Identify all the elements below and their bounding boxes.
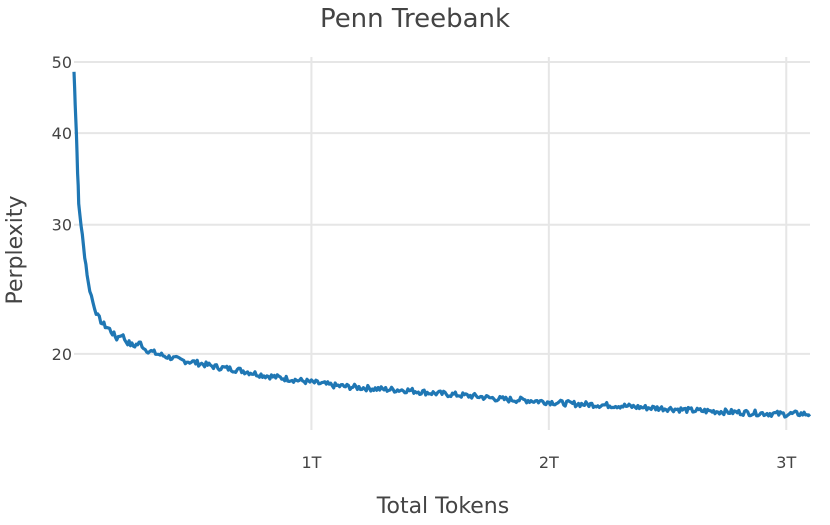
grid-lines	[74, 57, 810, 430]
y-tick-label: 30	[52, 216, 72, 235]
series-line	[72, 71, 812, 419]
y-tick-label: 20	[52, 345, 72, 364]
x-tick-label: 2T	[539, 453, 559, 472]
x-axis-title: Total Tokens	[376, 494, 509, 519]
series-layer	[72, 71, 812, 419]
y-tick-label: 50	[52, 53, 72, 72]
x-tick-label: 1T	[301, 453, 321, 472]
chart-title: Penn Treebank	[320, 4, 510, 34]
y-axis-title: Perplexity	[3, 195, 28, 304]
x-tick-label: 3T	[776, 453, 796, 472]
tick-labels: 20 30 40 50 1T 2T 3T	[52, 53, 797, 472]
y-tick-label: 40	[52, 124, 72, 143]
